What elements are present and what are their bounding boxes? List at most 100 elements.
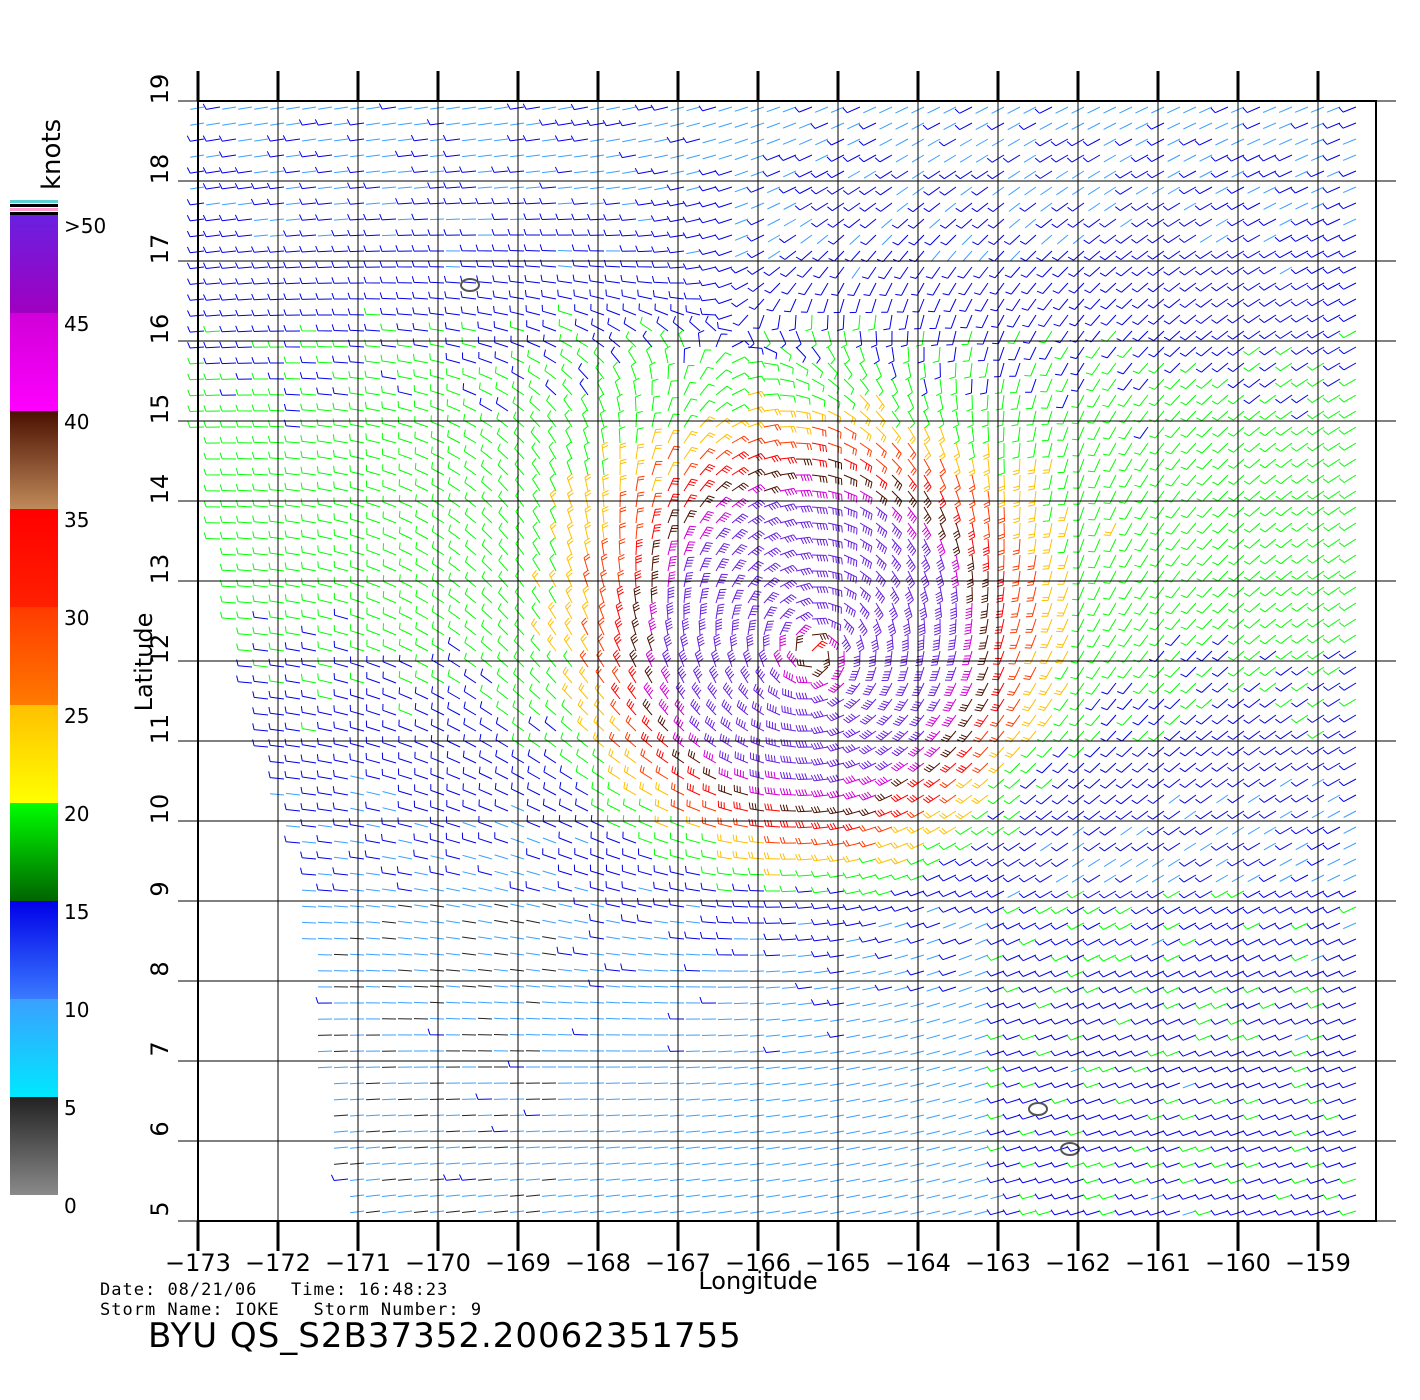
wind-barb (1162, 922, 1181, 930)
wind-barb (974, 938, 989, 945)
wind-barb (576, 732, 589, 748)
wind-barb (443, 1174, 461, 1181)
wind-barb (926, 970, 941, 976)
wind-barb (366, 791, 381, 796)
wind-barb (1009, 618, 1021, 634)
wind-barb (858, 744, 877, 755)
wind-barb (1164, 666, 1181, 678)
wind-barb (1085, 666, 1101, 680)
wind-barb (590, 170, 605, 174)
wind-barb (1275, 602, 1293, 613)
wind-barb (395, 245, 413, 252)
wind-barb (891, 474, 903, 491)
wind-barb (396, 338, 413, 348)
wind-barb (626, 698, 637, 716)
wind-barb (1073, 506, 1085, 521)
wind-barb (363, 292, 381, 300)
wind-barb (381, 768, 397, 780)
wind-barb (890, 362, 897, 381)
wind-barb (943, 106, 957, 114)
wind-barb (1056, 186, 1069, 196)
wind-barb (779, 362, 794, 375)
wind-barb (926, 986, 941, 992)
wind-barb (998, 490, 1006, 508)
wind-barb (1020, 746, 1037, 758)
wind-barb (1290, 346, 1309, 355)
wind-barb (763, 362, 780, 372)
wind-barb (382, 937, 397, 940)
wind-barb (1146, 1130, 1165, 1137)
wind-barb (926, 1098, 941, 1103)
wind-barb (843, 378, 855, 395)
wind-barb (713, 633, 722, 652)
wind-barb (366, 607, 381, 620)
wind-barb (1165, 570, 1181, 583)
wind-barb (685, 832, 701, 844)
wind-barb (1027, 442, 1037, 459)
wind-barb (852, 314, 861, 331)
wind-barb (702, 1162, 717, 1166)
wind-barb (1002, 1177, 1021, 1184)
wind-barb (494, 154, 509, 158)
wind-barb (1024, 186, 1037, 196)
wind-barb (990, 698, 1005, 712)
wind-barb (842, 855, 861, 863)
wind-barb (685, 865, 701, 876)
wind-barb (699, 366, 714, 380)
wind-barb (1338, 1193, 1357, 1200)
wind-barb (1259, 698, 1277, 708)
wind-barb (478, 106, 493, 110)
wind-barb (910, 1162, 925, 1167)
wind-barb (283, 309, 301, 316)
wind-barb (1085, 362, 1101, 376)
wind-barb (298, 119, 317, 126)
wind-barb (1275, 554, 1293, 565)
wind-barb (542, 798, 557, 812)
wind-barb (731, 513, 749, 524)
wind-barb (284, 435, 301, 444)
wind-barb (235, 388, 253, 396)
wind-barb (714, 234, 733, 240)
wind-barb (544, 364, 557, 380)
wind-barb (316, 802, 333, 812)
wind-barb (992, 650, 1005, 665)
wind-barb (1242, 154, 1261, 162)
wind-barb (1163, 330, 1181, 341)
wind-barb (617, 569, 625, 588)
lon-tick-label: −159 (1285, 1249, 1351, 1277)
wind-barb (810, 854, 829, 862)
wind-barb (1290, 970, 1309, 978)
wind-barb (333, 769, 349, 780)
wind-barb (1338, 394, 1357, 403)
wind-barb (1258, 1034, 1277, 1041)
wind-barb (906, 969, 925, 976)
wind-barb (578, 682, 589, 700)
wind-barb (1066, 922, 1085, 930)
wind-barb (1035, 794, 1053, 805)
wind-barb (478, 154, 493, 158)
wind-barb (1227, 330, 1245, 340)
wind-barb (254, 122, 269, 126)
wind-barb (606, 1178, 621, 1181)
wind-barb (1027, 458, 1037, 475)
wind-barb (1133, 618, 1149, 631)
wind-barb (887, 618, 897, 637)
wind-barb (942, 1018, 957, 1024)
wind-barb (1130, 1050, 1149, 1057)
wind-barb (349, 921, 365, 924)
wind-barb (721, 699, 733, 716)
wind-barb (526, 848, 541, 860)
wind-barb (654, 154, 669, 159)
wind-barb (1242, 1082, 1261, 1089)
wind-barb (415, 589, 429, 604)
wind-barb (718, 1210, 733, 1214)
wind-barb (542, 886, 557, 892)
wind-barb (1165, 522, 1181, 535)
wind-barb (763, 516, 782, 527)
wind-barb (1258, 314, 1277, 324)
wind-barb (1042, 506, 1053, 522)
wind-barb (365, 986, 381, 988)
wind-barb (573, 897, 589, 908)
wind-barb (1247, 138, 1261, 146)
wind-barb (827, 346, 836, 365)
